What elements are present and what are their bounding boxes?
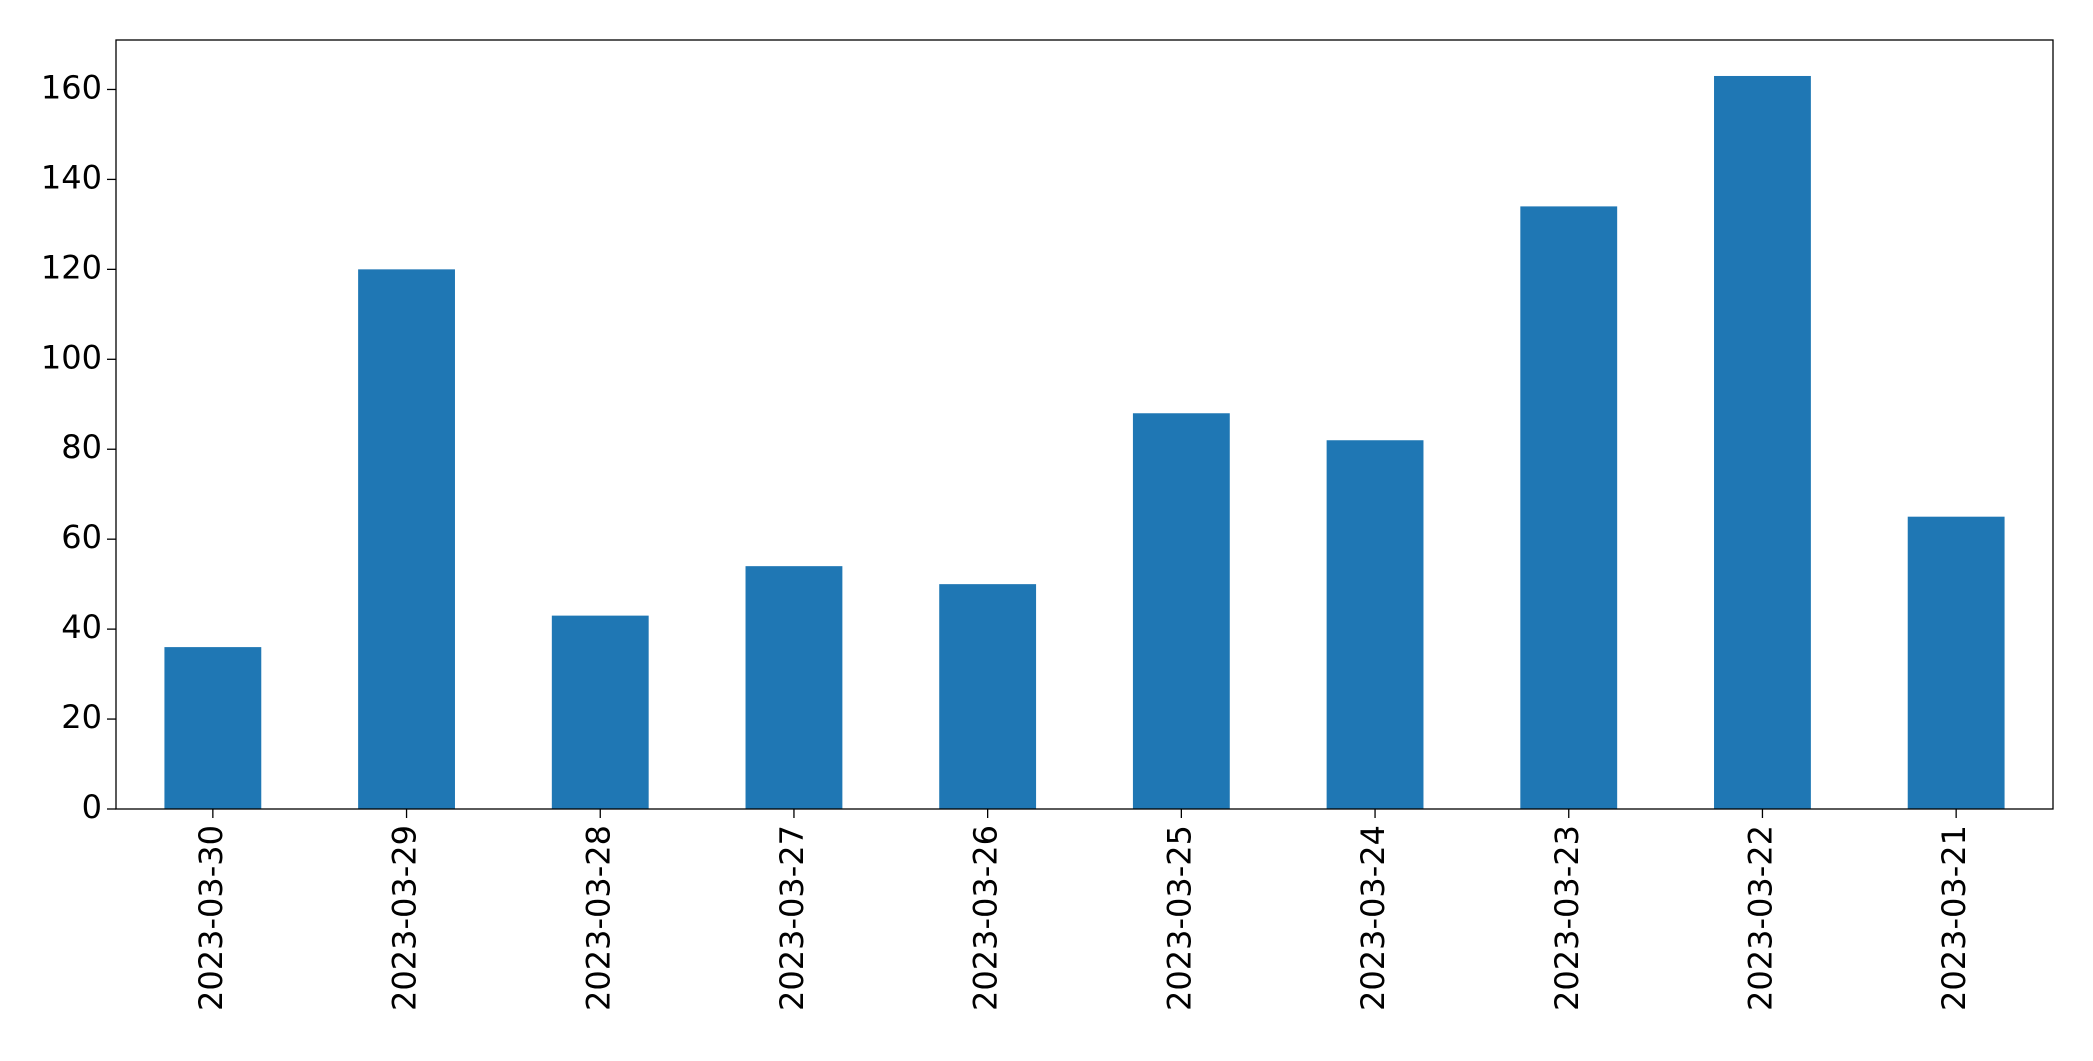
x-tick-label: 2023-03-21 bbox=[1935, 825, 1973, 1011]
plot-frame bbox=[115, 39, 2054, 810]
x-tick-label: 2023-03-28 bbox=[579, 825, 617, 1011]
x-tick-label: 2023-03-26 bbox=[967, 825, 1005, 1011]
x-tick-label: 2023-03-23 bbox=[1548, 825, 1586, 1011]
y-tick-label: 40 bbox=[61, 608, 102, 646]
y-tick-label: 100 bbox=[41, 338, 102, 376]
bar bbox=[1132, 413, 1230, 809]
bar bbox=[551, 615, 649, 809]
x-tick-label: 2023-03-29 bbox=[386, 825, 424, 1011]
bar bbox=[745, 566, 843, 809]
y-tick-label: 20 bbox=[61, 698, 102, 736]
bar bbox=[1714, 75, 1811, 809]
y-tick-label: 0 bbox=[82, 788, 102, 826]
bar bbox=[1326, 440, 1424, 809]
bar bbox=[1907, 516, 2005, 809]
y-tick-label: 80 bbox=[61, 428, 102, 466]
y-tick-label: 140 bbox=[41, 158, 102, 196]
x-tick-label: 2023-03-27 bbox=[773, 825, 811, 1011]
bar bbox=[939, 584, 1037, 809]
x-tick-label: 2023-03-25 bbox=[1160, 825, 1198, 1011]
y-tick-label: 120 bbox=[41, 248, 102, 286]
bar bbox=[1520, 206, 1618, 809]
x-tick-label: 2023-03-30 bbox=[192, 825, 230, 1011]
bar bbox=[358, 269, 455, 809]
bar bbox=[164, 647, 262, 809]
y-tick-label: 160 bbox=[41, 68, 102, 106]
x-tick-label: 2023-03-24 bbox=[1354, 825, 1392, 1011]
y-tick-label: 60 bbox=[61, 518, 102, 556]
x-tick-label: 2023-03-22 bbox=[1741, 825, 1779, 1011]
